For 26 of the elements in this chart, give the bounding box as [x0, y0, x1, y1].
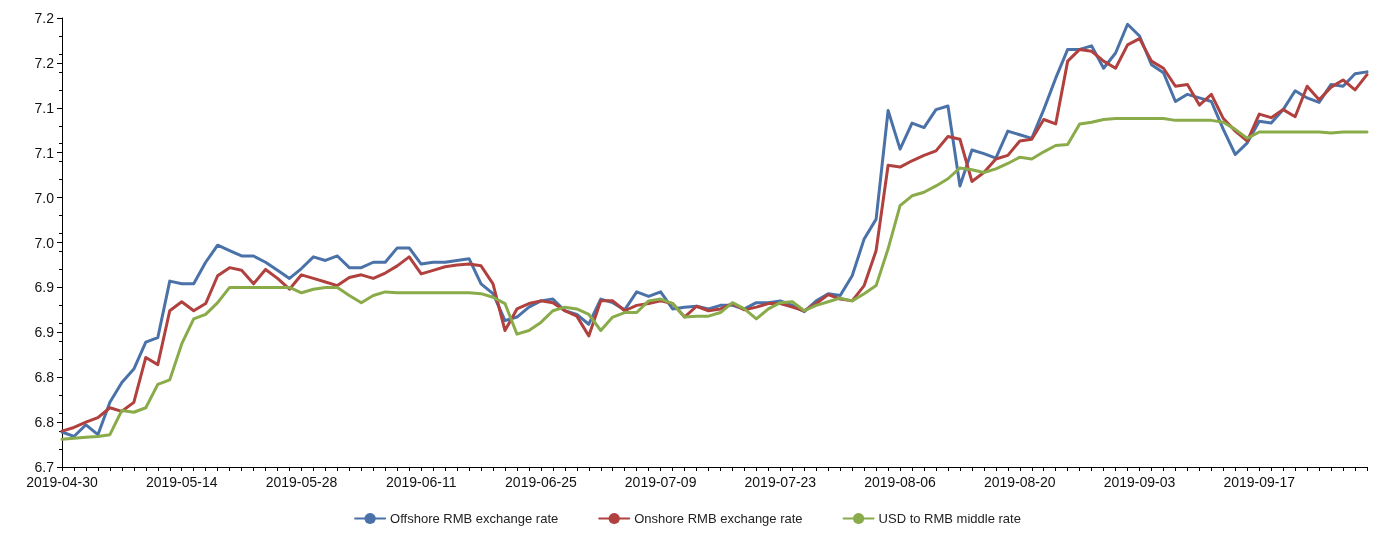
x-tick-label: 2019-06-25	[505, 474, 577, 490]
legend-label: Offshore RMB exchange rate	[390, 511, 559, 526]
y-tick-label: 6.8	[34, 414, 55, 431]
legend-label: USD to RMB middle rate	[878, 511, 1021, 526]
y-tick-label: 6.8	[34, 369, 55, 386]
x-tick-label: 2019-08-06	[864, 474, 937, 490]
y-tick-label: 7.2	[34, 54, 55, 71]
x-tick-label: 2019-06-11	[385, 474, 457, 490]
legend-label: Onshore RMB exchange rate	[634, 511, 803, 526]
y-tick-label: 6.9	[34, 324, 55, 341]
y-tick-label: 7.0	[34, 234, 55, 251]
x-tick-label: 2019-05-28	[265, 474, 338, 490]
x-tick-label: 2019-07-09	[624, 474, 697, 490]
x-tick-label: 2019-09-03	[1103, 474, 1176, 490]
y-tick-label: 7.2	[34, 10, 55, 26]
x-tick-label: 2019-09-17	[1223, 474, 1296, 490]
x-tick-label: 2019-07-23	[744, 474, 817, 490]
x-tick-label: 2019-05-14	[145, 474, 218, 490]
y-tick-label: 6.9	[34, 279, 55, 296]
x-tick-label: 2019-08-20	[983, 474, 1056, 490]
y-tick-label: 7.0	[34, 189, 55, 206]
y-tick-label: 6.7	[34, 459, 55, 475]
y-tick-label: 7.1	[34, 144, 55, 161]
y-tick-label: 7.1	[34, 99, 55, 116]
line-series	[60, 117, 1369, 441]
x-tick-label: 2019-04-30	[26, 474, 99, 490]
